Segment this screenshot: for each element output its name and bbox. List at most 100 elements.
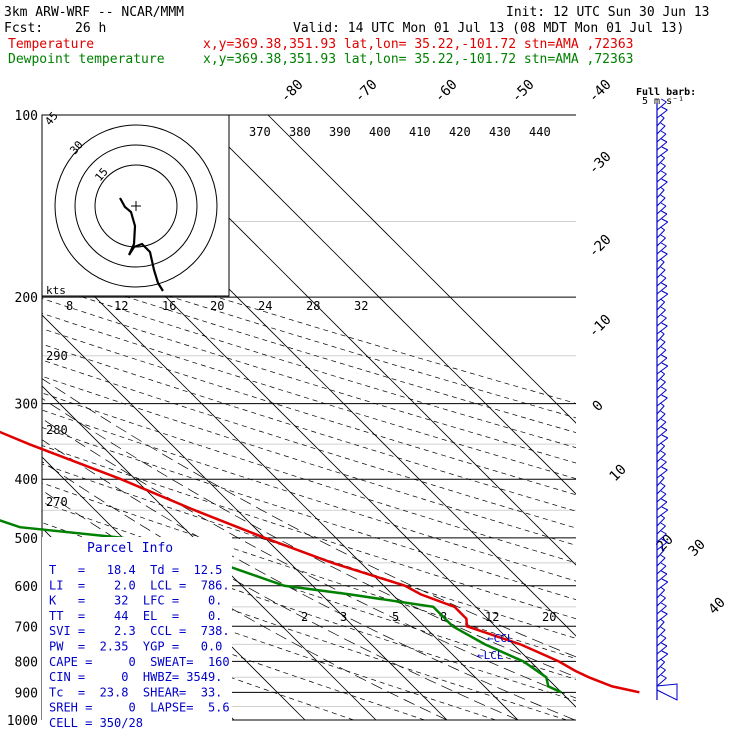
ccl-marker: ←CCL <box>487 632 514 645</box>
mixing-ratio-label: 12 <box>485 610 499 624</box>
speed-tick-label: 28 <box>306 299 320 313</box>
wind-barb-flag <box>660 666 666 671</box>
wind-barb-flag <box>660 522 666 527</box>
parcel-info-panel <box>42 537 232 727</box>
wind-barb-flag <box>660 98 667 103</box>
wind-barb <box>656 269 666 279</box>
wind-barb-flag <box>661 146 669 151</box>
wind-barb <box>656 605 667 615</box>
wind-barb <box>656 445 666 455</box>
dewpoint-profile <box>0 519 562 694</box>
wind-barb <box>656 621 665 631</box>
hodograph-ring <box>74 144 198 268</box>
wind-barb <box>656 509 669 519</box>
wind-barb-flag <box>660 298 665 303</box>
wind-barb <box>656 485 666 495</box>
dewpoint-location: x,y=369.38,351.93 lat,lon= 35.22,-101.72… <box>203 52 633 67</box>
dry-adiabat <box>42 269 576 433</box>
wind-barb-flag <box>660 626 666 631</box>
isotherm <box>267 115 576 424</box>
wind-barb-flag <box>661 218 669 223</box>
theta-label: 440 <box>529 125 551 139</box>
wind-barb-flag <box>659 330 665 335</box>
wind-barbs <box>656 98 678 701</box>
theta-label: 420 <box>449 125 471 139</box>
theta-left-label: 290 <box>46 349 68 363</box>
dry-adiabat <box>42 241 576 404</box>
wind-barb-flag <box>660 234 666 239</box>
speed-tick-label: 32 <box>354 299 368 313</box>
wind-barb <box>656 373 666 383</box>
wind-barb-flag <box>660 162 666 167</box>
moist-adiabats <box>42 378 576 720</box>
isotherm-label: -40 <box>586 77 615 106</box>
isotherm <box>42 243 519 720</box>
pressure-tick-label: 700 <box>15 620 38 635</box>
wind-barb <box>656 117 665 127</box>
isotherm <box>196 115 576 495</box>
pressure-tick-label: 100 <box>15 109 38 124</box>
wind-barb <box>656 261 665 271</box>
parcel-info-title: Parcel Info <box>87 541 173 556</box>
pressure-tick-label: 400 <box>15 473 38 488</box>
wind-barb <box>656 285 668 295</box>
wind-barb <box>656 501 668 511</box>
wind-barb-flag <box>660 170 667 175</box>
forecast-label: Fcst: <box>4 21 43 36</box>
wind-barb-flag <box>661 570 668 575</box>
init-time: Init: 12 UTC Sun 30 Jun 13 <box>506 5 710 20</box>
dewpoint-legend: Dewpoint temperature <box>8 52 165 67</box>
wind-barb <box>656 549 665 559</box>
wind-barb-flag <box>661 290 669 295</box>
isotherm-label: -80 <box>278 77 307 106</box>
hodograph-ring <box>54 124 218 288</box>
wind-barb-flag <box>660 490 667 495</box>
isotherm <box>42 385 377 720</box>
parcel-info-row: T = 18.4 Td = 12.5 <box>49 563 222 577</box>
wind-barb <box>656 517 666 527</box>
isotherm <box>42 314 448 720</box>
speed-tick-label: 16 <box>162 299 176 313</box>
wind-barb-flag <box>660 242 667 247</box>
wind-barb-flag <box>660 338 666 343</box>
wind-barb-low <box>656 683 678 701</box>
speed-tick-label: 20 <box>210 299 224 313</box>
temperature-legend: Temperature <box>8 37 94 52</box>
wind-barb <box>656 357 668 367</box>
wind-barb-flag <box>661 106 668 111</box>
wind-barb <box>656 213 668 223</box>
wind-barb-flag <box>661 210 668 215</box>
wind-barb <box>656 165 666 175</box>
wind-barb-flag <box>660 370 665 375</box>
moist-adiabat <box>42 378 576 658</box>
wind-barb <box>656 381 666 391</box>
wind-barb-flag <box>661 498 668 503</box>
mixing-ratio-label: 5 <box>392 610 399 624</box>
wind-barb <box>656 661 666 671</box>
wind-barb-flag <box>660 154 665 159</box>
wind-barb-flag <box>660 194 666 199</box>
wind-barb <box>656 301 666 311</box>
parcel-info-row: TT = 44 EL = 0. <box>49 609 222 623</box>
hodograph-units: kts <box>46 284 66 297</box>
isotherm-label: 40 <box>706 595 729 618</box>
wind-barb <box>656 477 665 487</box>
parcel-info-row: CELL = 350/28 <box>49 716 143 730</box>
wind-barb <box>656 637 667 647</box>
wind-barb-flag <box>659 546 665 551</box>
wind-barb <box>656 413 666 423</box>
parcel-info-row: CIN = 0 HWBZ= 3549. <box>49 670 222 684</box>
wind-barb-flag <box>659 114 665 119</box>
wind-barb <box>656 573 668 583</box>
wind-barb-flag <box>660 386 667 391</box>
wind-barb <box>656 205 667 215</box>
pressure-tick-label: 600 <box>15 580 38 595</box>
wind-barb-flag <box>661 138 668 143</box>
theta-label: 380 <box>289 125 311 139</box>
wind-barb <box>656 461 667 471</box>
wind-barb-flag <box>660 562 667 567</box>
wind-barb-flag <box>660 530 667 535</box>
parcel-info-row: LI = 2.0 LCL = 786. <box>49 578 230 592</box>
wind-barb <box>656 453 666 463</box>
